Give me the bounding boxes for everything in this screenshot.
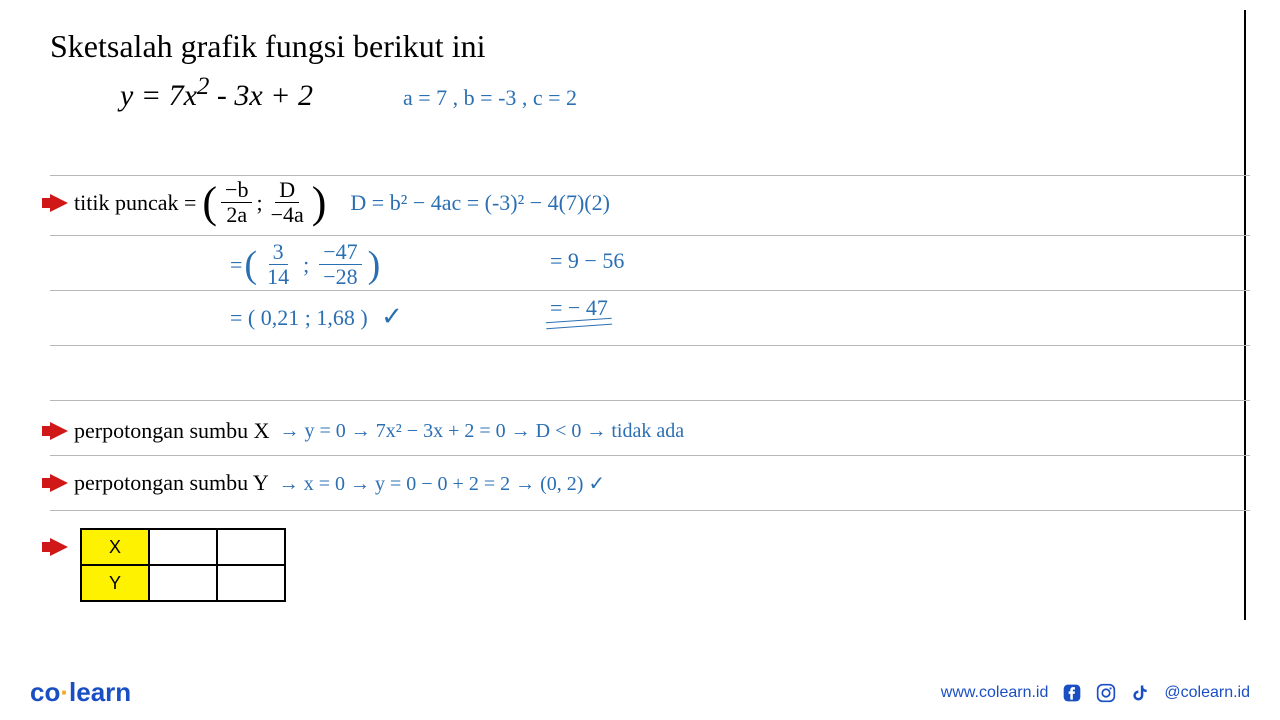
table-header-y: Y [81, 565, 149, 601]
table-cell [217, 565, 285, 601]
table-cell [149, 529, 217, 565]
x-intercept-work: → y = 0 → 7x² − 3x + 2 = 0 → D < 0 → tid… [280, 420, 685, 443]
instagram-icon [1096, 683, 1116, 703]
table-cell [217, 529, 285, 565]
rule-line [50, 345, 1250, 346]
discriminant-line1: D = b² − 4ac = (-3)² − 4(7)(2) [350, 190, 610, 216]
logo: co·learn [30, 677, 131, 708]
vertex-formula: ( −b2a ; D−4a ) [202, 178, 326, 227]
rule-line [50, 235, 1250, 236]
footer: co·learn www.colearn.id @colearn.id [30, 677, 1250, 708]
footer-right: www.colearn.id @colearn.id [941, 683, 1250, 703]
discriminant-line2: = 9 − 56 [550, 248, 624, 274]
xy-table: X Y [80, 528, 286, 602]
facebook-icon [1062, 683, 1082, 703]
check-icon: ✓ [381, 302, 403, 331]
arrow-icon [50, 422, 68, 440]
tiktok-icon [1130, 683, 1150, 703]
rule-line [50, 400, 1250, 401]
vertex-label: titik puncak = [74, 190, 196, 216]
page-title: Sketsalah grafik fungsi berikut ini [50, 28, 1250, 65]
rule-line [50, 510, 1250, 511]
vertex-result: = ( 0,21 ; 1,68 ) ✓ [230, 302, 403, 332]
xy-table-section: X Y [50, 528, 286, 602]
rule-line [50, 290, 1250, 291]
y-intercept-work: → x = 0 → y = 0 − 0 + 2 = 2 → (0, 2) ✓ [279, 471, 605, 496]
vertex-section: titik puncak = ( −b2a ; D−4a ) D = b² − … [50, 178, 610, 227]
table-row: Y [81, 565, 285, 601]
arrow-icon [50, 194, 68, 212]
right-border [1244, 10, 1246, 620]
rule-line [50, 455, 1250, 456]
rule-line [50, 175, 1250, 176]
logo-dot-icon: · [60, 677, 69, 707]
x-intercept-label: perpotongan sumbu X [74, 418, 270, 444]
vertex-step2: = ( 314 ; −47−28 ) [230, 240, 382, 289]
footer-handle: @colearn.id [1164, 684, 1250, 702]
coefficients: a = 7 , b = -3 , c = 2 [403, 85, 577, 111]
footer-url: www.colearn.id [941, 684, 1049, 702]
table-row: X [81, 529, 285, 565]
discriminant-line3: = − 47 [550, 295, 608, 321]
arrow-icon [50, 474, 68, 492]
table-cell [149, 565, 217, 601]
equation-row: y = 7x2 - 3x + 2 a = 7 , b = -3 , c = 2 [120, 73, 1250, 113]
equation: y = 7x2 - 3x + 2 [120, 73, 313, 113]
arrow-icon [50, 538, 68, 556]
table-header-x: X [81, 529, 149, 565]
y-intercept-label: perpotongan sumbu Y [74, 470, 269, 496]
x-intercept-section: perpotongan sumbu X → y = 0 → 7x² − 3x +… [50, 418, 684, 444]
y-intercept-section: perpotongan sumbu Y → x = 0 → y = 0 − 0 … [50, 470, 605, 496]
